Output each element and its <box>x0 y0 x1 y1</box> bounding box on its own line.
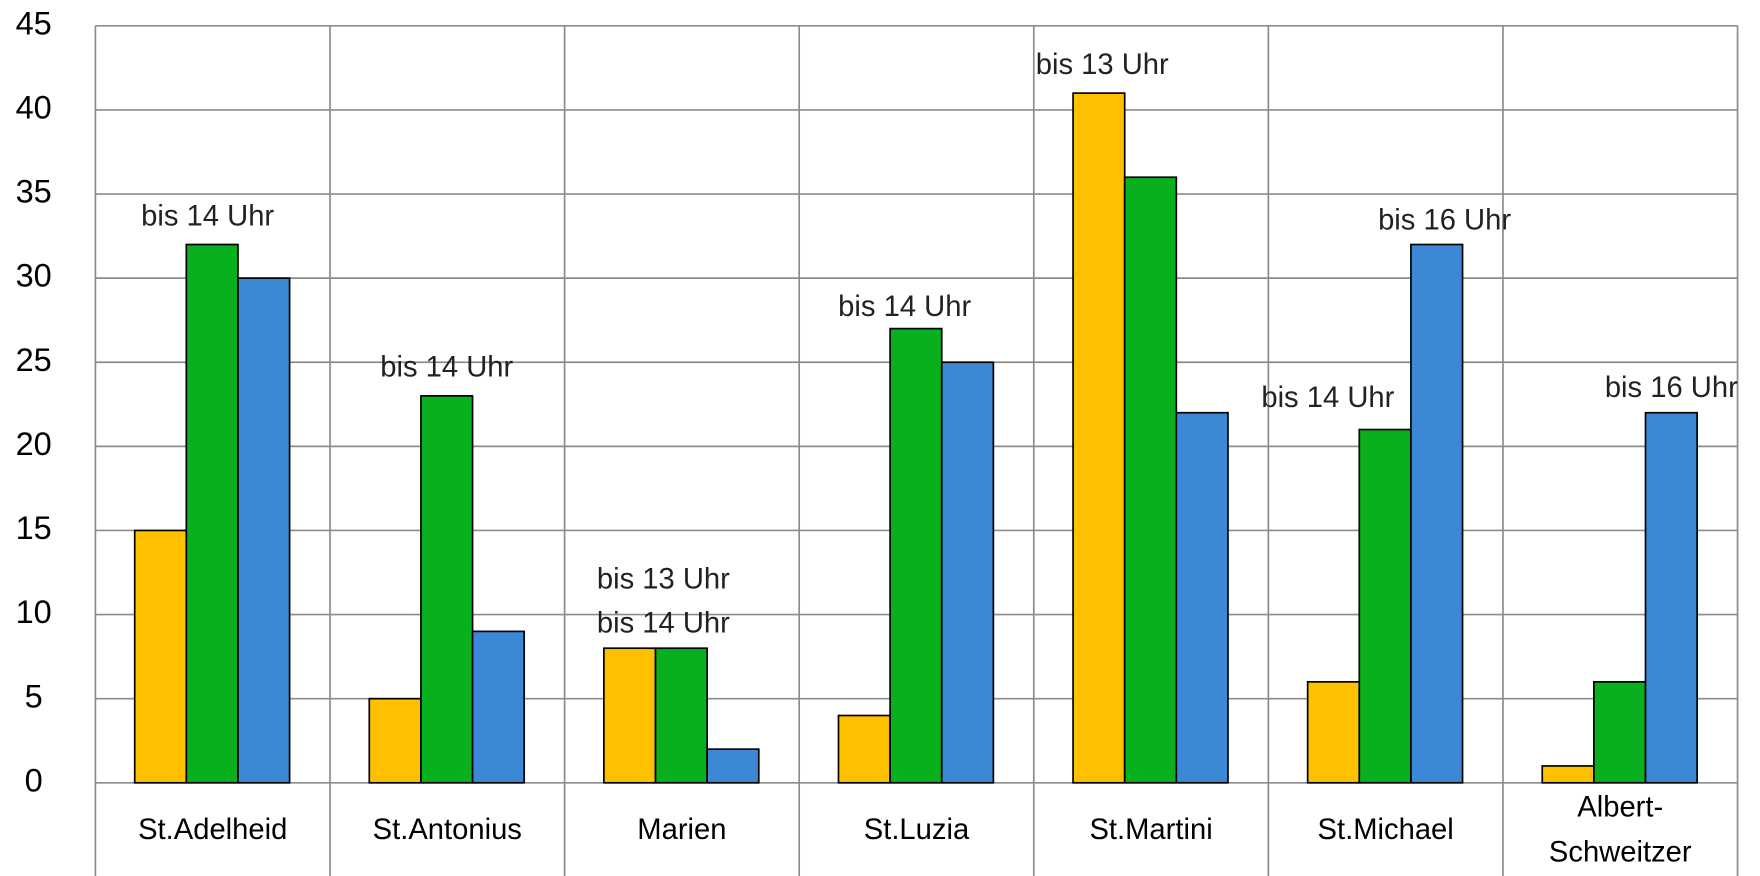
bar <box>603 647 657 784</box>
annotation: bis 14 Uhr <box>838 291 971 323</box>
bar <box>1123 176 1178 784</box>
x-tick-label: St.Antonius <box>373 814 522 846</box>
y-tick-label: 45 <box>16 5 52 41</box>
bar <box>654 647 708 784</box>
bar <box>1644 411 1698 784</box>
bar <box>237 277 291 784</box>
annotation: bis 13 Uhr <box>1036 49 1169 81</box>
bar <box>1541 765 1595 784</box>
annotation: bis 14 Uhr <box>1261 382 1394 414</box>
bar <box>185 243 239 784</box>
bar <box>1306 681 1361 784</box>
annotation: bis 16 Uhr <box>1378 205 1511 237</box>
bar <box>471 630 526 784</box>
x-tick-label: St.Michael <box>1318 814 1454 846</box>
x-tick-label: St.Martini <box>1089 814 1212 846</box>
bar <box>368 697 422 784</box>
x-tick-label: Albert-Schweitzer <box>1549 791 1692 868</box>
bar <box>1072 92 1126 784</box>
x-tick-label: St.Luzia <box>864 814 970 846</box>
annotation: bis 14 Uhr <box>380 352 513 384</box>
y-tick-label: 15 <box>16 510 52 546</box>
annotation: bis 14 Uhr <box>141 200 274 232</box>
y-tick-label: 35 <box>16 174 52 210</box>
bar <box>706 748 760 784</box>
bar <box>889 327 943 784</box>
y-tick-label: 20 <box>16 426 52 462</box>
y-tick-label: 40 <box>16 90 52 126</box>
bar <box>1593 681 1647 784</box>
y-tick-label: 10 <box>16 594 52 630</box>
x-tick-label: Marien <box>637 814 726 846</box>
bar <box>940 361 995 784</box>
x-tick-label: St.Adelheid <box>138 814 287 846</box>
bar <box>1358 428 1412 784</box>
annotation: bis 13 Uhr <box>597 564 730 596</box>
annotation: bis 14 Uhr <box>597 607 730 639</box>
bar <box>133 529 188 784</box>
y-tick-label: 30 <box>16 258 52 294</box>
bar <box>1175 411 1229 784</box>
bar <box>420 395 474 784</box>
annotation: bis 16 Uhr <box>1605 372 1738 404</box>
y-tick-label: 5 <box>25 678 43 714</box>
y-tick-label: 25 <box>16 342 52 378</box>
bar <box>837 714 891 784</box>
y-tick-label: 0 <box>25 762 43 798</box>
bar <box>1410 243 1464 784</box>
